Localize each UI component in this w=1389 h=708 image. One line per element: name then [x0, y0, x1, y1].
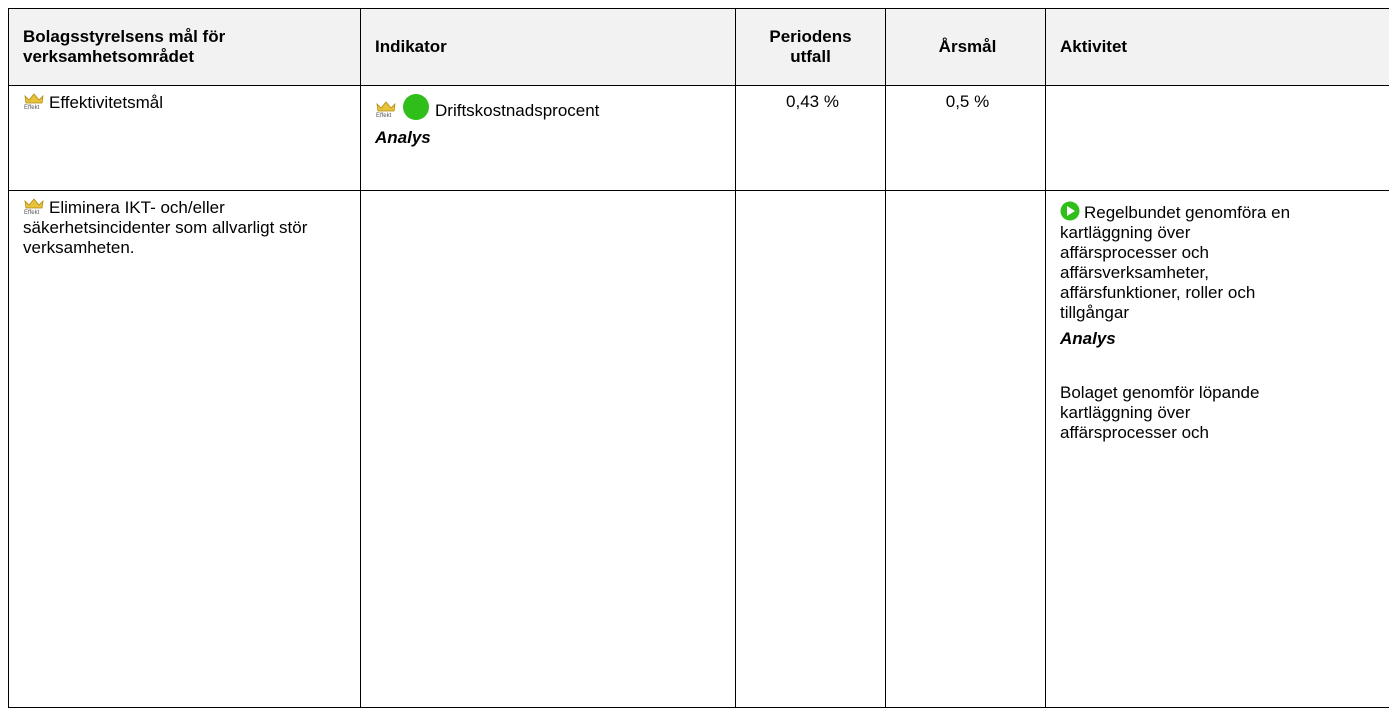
analysis-link[interactable]: Analys [375, 128, 725, 148]
svg-text:Effekt: Effekt [24, 105, 40, 110]
page: Bolagsstyrelsens mål för verksamhetsområ… [0, 0, 1389, 526]
cell: Effekt Driftskostnadsprocent Analys [361, 86, 736, 191]
crown-icon: Effekt [23, 92, 45, 110]
svg-text:Effekt: Effekt [24, 210, 40, 215]
header-cell: Aktivitet [1046, 9, 1389, 86]
header-cell: Årsmål [886, 9, 1046, 86]
cell: 0,43 % [736, 86, 886, 191]
goals-table: Bolagsstyrelsens mål för verksamhetsområ… [8, 8, 1389, 708]
activity-note: Bolaget genomför löpande kartläggning öv… [1060, 383, 1310, 443]
svg-text:Effekt: Effekt [376, 113, 392, 118]
activity: Regelbundet genomföra en kartläggning öv… [1060, 201, 1310, 443]
header-row: Bolagsstyrelsens mål för verksamhetsområ… [9, 9, 1389, 86]
cell [361, 191, 736, 708]
cell [1046, 86, 1389, 191]
cell: 0,5 % [886, 86, 1046, 191]
play-icon [1060, 201, 1080, 221]
crown-icon: Effekt [23, 197, 45, 215]
row: Effekt Effektivitetsmål Effekt Driftskostn… [9, 86, 1389, 191]
goal-text: Effektivitetsmål [49, 93, 163, 112]
analysis-link[interactable]: Analys [1060, 329, 1310, 349]
cell: Effekt Effektivitetsmål [9, 86, 361, 191]
header-cell: Bolagsstyrelsens mål för verksamhetsområ… [9, 9, 361, 86]
header-cell: Indikator [361, 9, 736, 86]
activity-text: Regelbundet genomföra en kartläggning öv… [1060, 203, 1290, 322]
goal-text: Eliminera IKT- och/eller säkerhetsincide… [23, 198, 307, 257]
cell [886, 191, 1046, 708]
cell: Regelbundet genomföra en kartläggning öv… [1046, 191, 1389, 708]
status-green [401, 92, 431, 122]
cell [736, 191, 886, 708]
indicator-text: Driftskostnadsprocent [435, 101, 599, 120]
header-cell: Periodens utfall [736, 9, 886, 86]
crown-icon: Effekt [375, 100, 397, 118]
